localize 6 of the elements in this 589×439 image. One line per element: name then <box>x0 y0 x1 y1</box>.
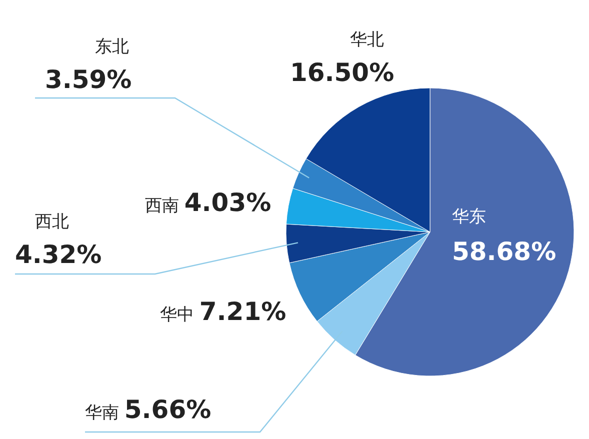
data-label: 3.59% <box>45 65 132 94</box>
slice-label: 东北 <box>95 37 129 57</box>
slice-label: 西北 <box>35 212 69 232</box>
slice-label: 华南 <box>85 403 124 423</box>
data-label: 4.32% <box>15 240 102 269</box>
data-label: 5.66% <box>124 395 212 424</box>
